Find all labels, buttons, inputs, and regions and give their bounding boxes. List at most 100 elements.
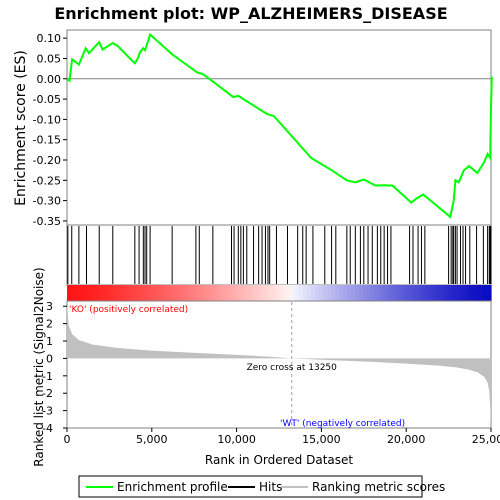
colorbar-segment <box>195 285 200 301</box>
hits-panel <box>66 224 492 286</box>
x-tick-label: 5,000 <box>136 433 168 446</box>
colorbar-segment <box>483 285 488 301</box>
colorbar-segment <box>127 285 132 301</box>
metric-y-axis-title: Ranked list metric (Signal2Noise) <box>32 267 46 466</box>
colorbar-segment <box>223 285 228 301</box>
colorbar-segment <box>215 285 220 301</box>
colorbar-segment <box>207 285 212 301</box>
colorbar-segment <box>351 285 356 301</box>
colorbar-segment <box>87 285 92 301</box>
x-axis-title: Rank in Ordered Dataset <box>205 453 353 467</box>
es-plot-frame <box>66 29 492 226</box>
metric-y-tick-label: -3 <box>42 405 53 418</box>
colorbar-segment <box>403 285 408 301</box>
colorbar-segment <box>239 285 244 301</box>
colorbar-segment <box>343 285 348 301</box>
positive-correlation-label: 'KO' (positively correlated) <box>69 305 188 315</box>
colorbar-segment <box>79 285 84 301</box>
metric-plot-frame <box>66 300 492 429</box>
colorbar-segment <box>407 285 412 301</box>
colorbar-segment <box>451 285 456 301</box>
colorbar-segment <box>439 285 444 301</box>
colorbar-segment <box>311 285 316 301</box>
metric-y-tick-label: -1 <box>42 370 53 383</box>
colorbar-segment <box>119 285 124 301</box>
colorbar-segment <box>155 285 160 301</box>
colorbar-segment <box>327 285 332 301</box>
zero-cross-label: Zero cross at 13250 <box>247 363 338 373</box>
colorbar-segment <box>255 285 260 301</box>
colorbar-segment <box>231 285 236 301</box>
x-tick-label: 10,000 <box>217 433 256 446</box>
colorbar-segment <box>115 285 120 301</box>
es-y-tick-label: -0.10 <box>33 113 61 126</box>
colorbar-segment <box>107 285 112 301</box>
x-axis-ticks: 0 5,000 10,000 15,000 20,000 25,000 <box>64 428 500 446</box>
colorbar-segment <box>415 285 420 301</box>
colorbar-segment <box>199 285 204 301</box>
colorbar-segment <box>111 285 116 301</box>
legend-enrichment-label: Enrichment profile <box>117 480 228 494</box>
colorbar-segment <box>347 285 352 301</box>
es-panel: 0.10 0.05 0.00 -0.05 -0.10 -0.15 -0.20 -0.25 -0.… <box>13 29 493 228</box>
colorbar-segment <box>203 285 208 301</box>
colorbar-segment <box>371 285 376 301</box>
legend-hits-label: Hits <box>259 480 282 494</box>
colorbar-segment <box>243 285 248 301</box>
colorbar-segment <box>247 285 252 301</box>
colorbar-segment <box>395 285 400 301</box>
colorbar-segment <box>359 285 364 301</box>
rank-colorbar <box>67 285 492 301</box>
colorbar-segment <box>379 285 384 301</box>
colorbar-segment <box>479 285 484 301</box>
metric-y-tick-label: 2 <box>46 318 53 331</box>
hits-frame <box>66 224 492 286</box>
metric-y-tick-label: -2 <box>42 387 53 400</box>
colorbar-segment <box>447 285 452 301</box>
colorbar-segment <box>431 285 436 301</box>
colorbar-segment <box>167 285 172 301</box>
colorbar-segment <box>323 285 328 301</box>
x-tick-label: 0 <box>64 433 71 446</box>
colorbar-segment <box>287 285 292 301</box>
es-y-tick-label: -0.15 <box>33 134 61 147</box>
colorbar-segment <box>227 285 232 301</box>
colorbar-segment <box>475 285 480 301</box>
colorbar-segment <box>159 285 164 301</box>
colorbar-segment <box>363 285 368 301</box>
colorbar-segment <box>307 285 312 301</box>
colorbar-segment <box>179 285 184 301</box>
colorbar-segment <box>211 285 216 301</box>
metric-y-ticks: 3 2 1 0 -1 -2 -3 -4 <box>42 300 67 435</box>
colorbar-segment <box>391 285 396 301</box>
metric-y-tick-label: 0 <box>46 352 53 365</box>
colorbar-segment <box>183 285 188 301</box>
colorbar-segment <box>419 285 424 301</box>
colorbar-segment <box>163 285 168 301</box>
colorbar-segment <box>99 285 104 301</box>
colorbar-segment <box>283 285 288 301</box>
es-y-axis-title: Enrichment score (ES) <box>13 50 29 206</box>
colorbar-segment <box>463 285 468 301</box>
es-y-ticks: 0.10 0.05 0.00 -0.05 -0.10 -0.15 -0.20 -0.25 -0.… <box>33 32 67 228</box>
colorbar-segment <box>435 285 440 301</box>
es-y-tick-label: 0.05 <box>37 52 62 65</box>
colorbar-segment <box>147 285 152 301</box>
colorbar-segment <box>151 285 156 301</box>
colorbar-segment <box>291 285 296 301</box>
hit-markers <box>67 226 492 284</box>
colorbar-segment <box>143 285 148 301</box>
colorbar-segment <box>67 285 72 301</box>
colorbar-segment <box>187 285 192 301</box>
colorbar-segment <box>135 285 140 301</box>
colorbar-segment <box>487 285 492 301</box>
negative-correlation-label: 'WT' (negatively correlated) <box>280 419 405 429</box>
es-y-tick-label: -0.25 <box>33 174 61 187</box>
colorbar-segment <box>131 285 136 301</box>
metric-panel: 3 2 1 0 -1 -2 -3 -4 'KO' (positively correlated… <box>32 267 492 467</box>
chart-title: Enrichment plot: WP_ALZHEIMERS_DISEASE <box>54 4 447 23</box>
es-y-tick-label: -0.05 <box>33 93 61 106</box>
colorbar-segment <box>279 285 284 301</box>
